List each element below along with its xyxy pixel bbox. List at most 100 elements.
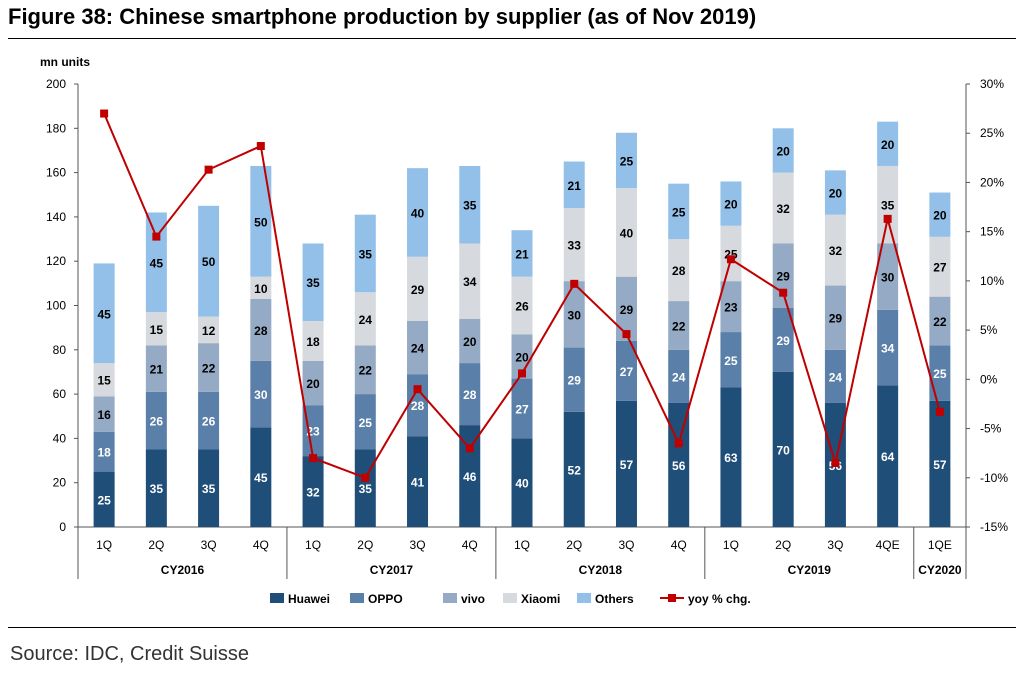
y-left-tick-label: 100: [46, 299, 66, 313]
bar-data-label: 52: [568, 463, 582, 477]
bar-data-label: 63: [724, 451, 738, 465]
bar-data-label: 27: [620, 365, 634, 379]
x-tick-label: 3Q: [410, 538, 426, 552]
bar-data-label: 24: [359, 313, 373, 327]
bar-data-label: 40: [411, 206, 425, 220]
bar-segment-vivo: [511, 334, 533, 379]
x-tick-label: 1Q: [723, 538, 739, 552]
yoy-marker: [518, 369, 526, 378]
bar-data-label: 20: [829, 187, 843, 201]
bar-data-label: 35: [359, 482, 373, 496]
y-left-tick-label: 200: [46, 77, 66, 91]
bar-segment-others: [198, 205, 220, 317]
bar-segment-oppo: [302, 405, 324, 457]
bar-data-label: 12: [202, 324, 216, 338]
y-left-tick-label: 180: [46, 121, 66, 135]
y-left-tick-label: 160: [46, 166, 66, 180]
bar-data-label: 22: [359, 364, 373, 378]
y-right-tick-label: -15%: [980, 520, 1008, 534]
bar-segment-xiaomi: [720, 225, 742, 282]
bar-data-label: 29: [411, 283, 425, 297]
bar-segment-vivo: [354, 345, 376, 395]
y-left-tick-label: 60: [53, 387, 67, 401]
bar-data-label: 16: [97, 408, 111, 422]
x-tick-label: 1QE: [928, 538, 952, 552]
bar-data-label: 26: [150, 415, 164, 429]
y-left-tick-label: 120: [46, 254, 66, 268]
bar-segment-xiaomi: [198, 316, 220, 344]
legend-swatch-vivo: [443, 593, 457, 603]
bar-data-label: 35: [359, 247, 373, 261]
legend-label: Xiaomi: [521, 592, 560, 606]
bar-data-label: 21: [515, 247, 529, 261]
yoy-marker: [361, 473, 370, 482]
y-right-tick-label: 5%: [980, 323, 998, 337]
bar-data-label: 20: [306, 377, 320, 391]
bar-data-label: 30: [568, 308, 582, 322]
yoy-marker: [674, 439, 683, 448]
bar-data-label: 45: [97, 307, 111, 321]
bar-segment-huawei: [250, 427, 272, 527]
bar-data-label: 34: [463, 275, 477, 289]
bar-data-label: 26: [515, 300, 529, 314]
bar-data-label: 41: [411, 476, 425, 490]
yoy-marker: [100, 109, 109, 118]
bar-data-label: 23: [724, 301, 738, 315]
bar-data-label: 27: [933, 261, 947, 275]
bar-data-label: 20: [515, 350, 529, 364]
bar-segment-vivo: [198, 343, 220, 392]
bar-data-label: 24: [672, 370, 686, 384]
bar-segment-others: [145, 212, 167, 313]
bar-data-label: 30: [881, 271, 895, 285]
bar-data-label: 10: [254, 282, 268, 296]
bar-segment-others: [302, 243, 324, 322]
source-note: Source: IDC, Credit Suisse: [10, 643, 249, 665]
legend-line-marker: [668, 594, 676, 602]
x-tick-label: 1Q: [514, 538, 530, 552]
x-group-label: CY2018: [579, 563, 623, 577]
x-group-label: CY2020: [918, 563, 962, 577]
bar-segment-huawei: [511, 438, 533, 527]
bar-segment-vivo: [563, 281, 585, 348]
x-tick-label: 4Q: [462, 538, 478, 552]
yoy-marker: [831, 459, 840, 468]
bar-data-label: 45: [150, 256, 164, 270]
bar-data-label: 20: [776, 144, 790, 158]
bar-segment-xiaomi: [93, 363, 115, 397]
bar-data-label: 15: [150, 323, 164, 337]
bar-segment-others: [354, 214, 376, 293]
y-right-tick-label: -5%: [980, 422, 1002, 436]
legend-swatch-others: [577, 593, 591, 603]
bar-data-label: 35: [463, 199, 477, 213]
bar-data-label: 29: [829, 312, 843, 326]
bar-segment-oppo: [250, 360, 272, 428]
y-right-tick-label: 20%: [980, 175, 1004, 189]
x-tick-label: 3Q: [201, 538, 217, 552]
stacked-bar-line-chart: mn units 0 20 40 60 80 100 120 140 160 180 200 -15%…: [40, 55, 1008, 606]
bar-segment-xiaomi: [563, 208, 585, 282]
y-right-tick-label: 15%: [980, 225, 1004, 239]
bar-data-label: 56: [672, 459, 686, 473]
bar-data-label: 46: [463, 470, 477, 484]
bar-segment-xiaomi: [668, 239, 690, 302]
bar-segment-oppo: [145, 391, 167, 450]
bar-data-label: 18: [306, 335, 320, 349]
bar-data-label: 30: [254, 388, 268, 402]
bar-segment-xiaomi: [459, 243, 481, 319]
bar-data-label: 25: [359, 416, 373, 430]
x-tick-label: 1Q: [305, 538, 321, 552]
yoy-marker: [413, 385, 422, 394]
yoy-marker: [152, 232, 161, 241]
bar-segment-vivo: [459, 318, 481, 364]
bar-data-label: 35: [306, 276, 320, 290]
bar-data-label: 32: [776, 202, 790, 216]
y-right-tick-label: -10%: [980, 471, 1008, 485]
bar-segment-xiaomi: [407, 256, 429, 322]
x-tick-label: 2Q: [357, 538, 373, 552]
bar-segment-oppo: [198, 391, 220, 450]
bar-segment-others: [459, 165, 481, 244]
bar-segment-vivo: [720, 281, 742, 333]
bar-segment-oppo: [615, 340, 637, 401]
bar-segment-huawei: [563, 411, 585, 527]
bar-data-label: 34: [881, 342, 895, 356]
